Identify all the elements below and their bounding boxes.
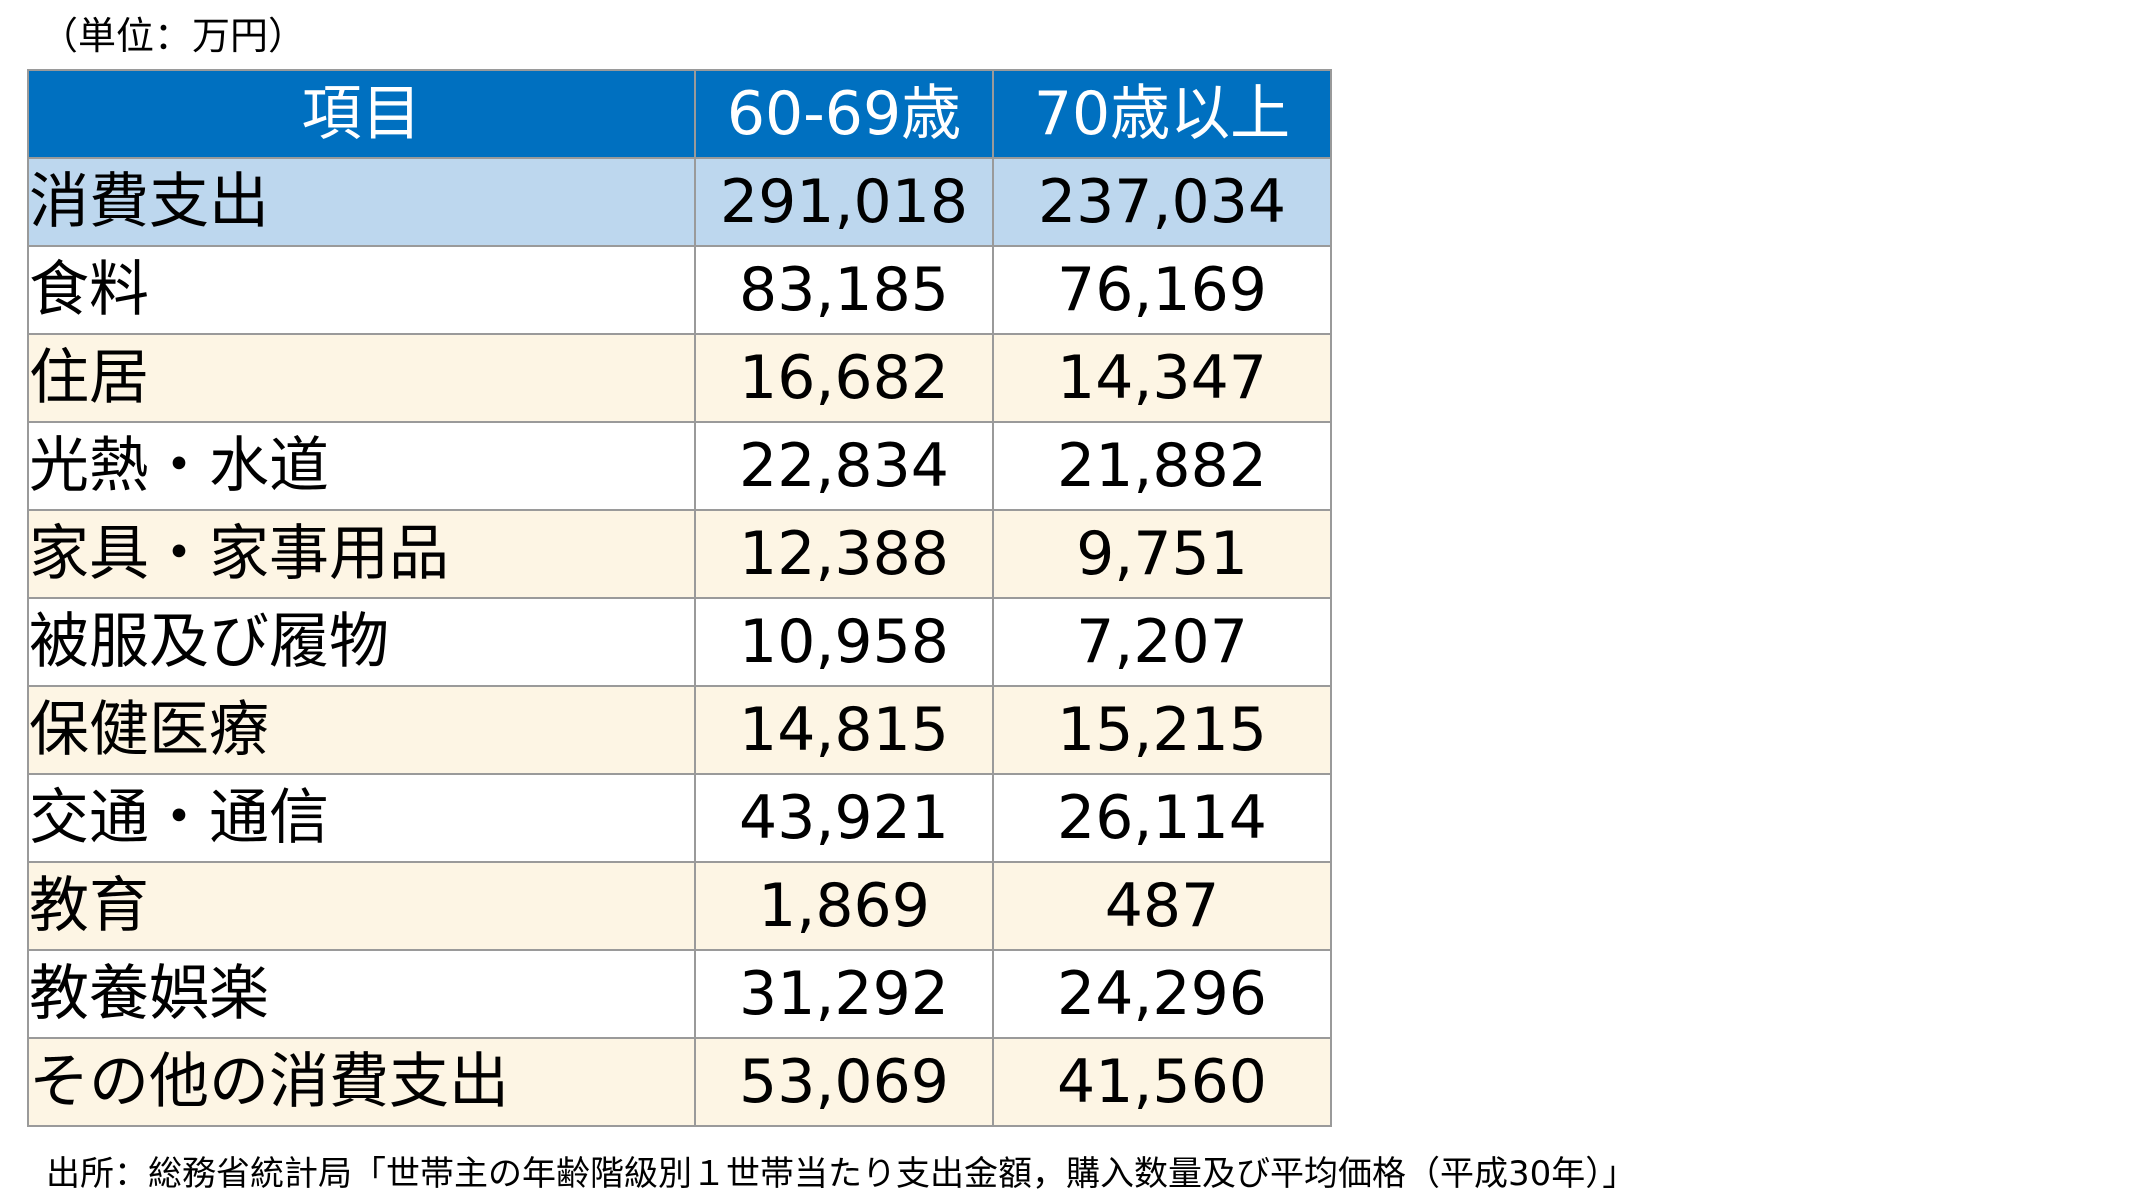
row-label: 住居	[27, 333, 696, 423]
value-70-plus: 7,207	[992, 597, 1332, 687]
row-label: 消費支出	[27, 157, 696, 247]
source-note: 出所：総務省統計局「世帯主の年齢階級別１世帯当たり支出金額，購入数量及び平均価格…	[46, 1154, 1637, 1194]
value-60-69: 22,834	[694, 421, 994, 511]
header-item: 項目	[27, 69, 696, 159]
table-row-total: 消費支出 291,018 237,034	[27, 157, 1332, 247]
row-label: 被服及び履物	[27, 597, 696, 687]
table-row: 交通・通信 43,921 26,114	[27, 773, 1332, 863]
value-60-69: 1,869	[694, 861, 994, 951]
value-60-69: 31,292	[694, 949, 994, 1039]
row-label: その他の消費支出	[27, 1037, 696, 1127]
unit-note: （単位：万円）	[40, 14, 307, 58]
expenditure-table: 項目 60-69歳 70歳以上 消費支出 291,018 237,034 食料 …	[27, 69, 1332, 1127]
row-label: 交通・通信	[27, 773, 696, 863]
row-label: 保健医療	[27, 685, 696, 775]
value-70-plus: 14,347	[992, 333, 1332, 423]
value-60-69: 16,682	[694, 333, 994, 423]
table-row: 教養娯楽 31,292 24,296	[27, 949, 1332, 1039]
value-70-plus: 26,114	[992, 773, 1332, 863]
header-age-60-69: 60-69歳	[694, 69, 994, 159]
value-70-plus: 15,215	[992, 685, 1332, 775]
value-60-69: 53,069	[694, 1037, 994, 1127]
value-70-plus: 237,034	[992, 157, 1332, 247]
row-label: 教養娯楽	[27, 949, 696, 1039]
row-label: 教育	[27, 861, 696, 951]
row-label: 家具・家事用品	[27, 509, 696, 599]
value-60-69: 10,958	[694, 597, 994, 687]
table-row: 家具・家事用品 12,388 9,751	[27, 509, 1332, 599]
table-row: その他の消費支出 53,069 41,560	[27, 1037, 1332, 1127]
row-label: 食料	[27, 245, 696, 335]
table-row: 住居 16,682 14,347	[27, 333, 1332, 423]
value-70-plus: 487	[992, 861, 1332, 951]
value-70-plus: 24,296	[992, 949, 1332, 1039]
value-60-69: 12,388	[694, 509, 994, 599]
table-row: 光熱・水道 22,834 21,882	[27, 421, 1332, 511]
value-60-69: 43,921	[694, 773, 994, 863]
table-row: 食料 83,185 76,169	[27, 245, 1332, 335]
table-row: 被服及び履物 10,958 7,207	[27, 597, 1332, 687]
value-60-69: 14,815	[694, 685, 994, 775]
header-age-70-plus: 70歳以上	[992, 69, 1332, 159]
value-70-plus: 41,560	[992, 1037, 1332, 1127]
value-70-plus: 76,169	[992, 245, 1332, 335]
table-header-row: 項目 60-69歳 70歳以上	[27, 69, 1332, 159]
value-60-69: 83,185	[694, 245, 994, 335]
row-label: 光熱・水道	[27, 421, 696, 511]
value-70-plus: 21,882	[992, 421, 1332, 511]
table-row: 教育 1,869 487	[27, 861, 1332, 951]
value-60-69: 291,018	[694, 157, 994, 247]
value-70-plus: 9,751	[992, 509, 1332, 599]
table-row: 保健医療 14,815 15,215	[27, 685, 1332, 775]
